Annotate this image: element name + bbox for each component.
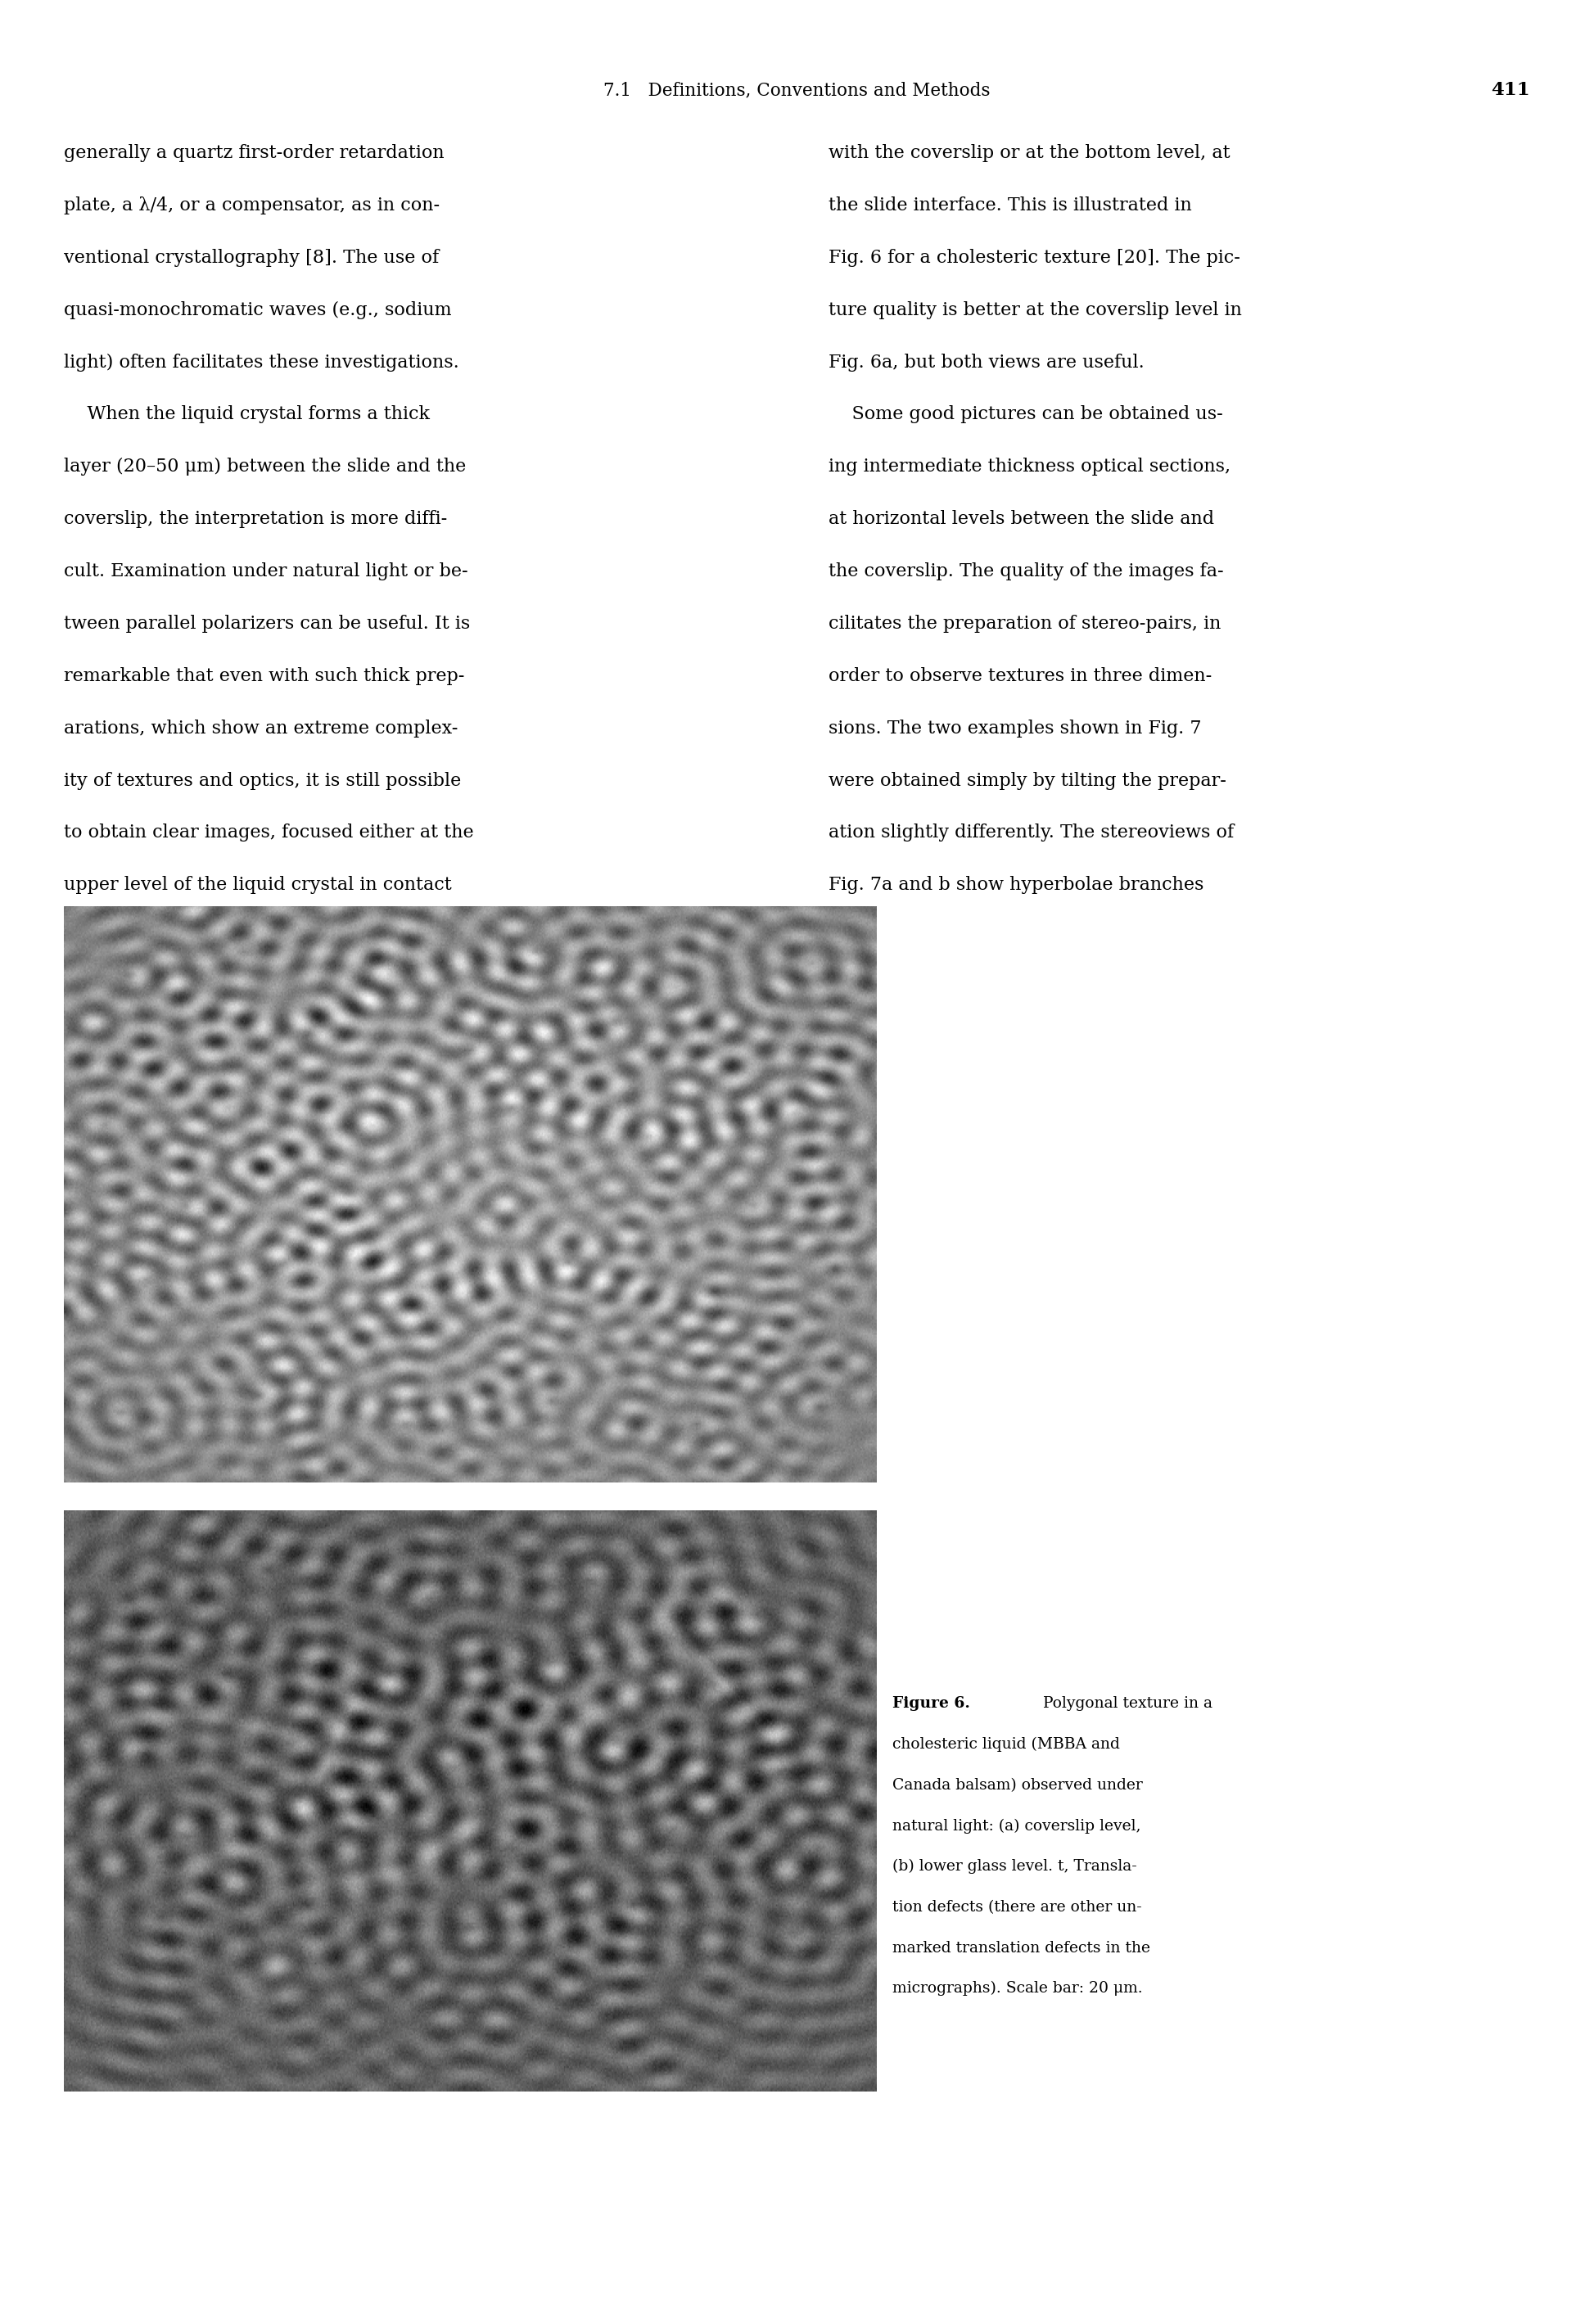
Text: natural light: (a) coverslip level,: natural light: (a) coverslip level,	[893, 1817, 1141, 1834]
Text: quasi-monochromatic waves (e.g., sodium: quasi-monochromatic waves (e.g., sodium	[64, 300, 451, 318]
Text: b: b	[67, 1522, 88, 1550]
Text: sions. The two examples shown in Fig. 7: sions. The two examples shown in Fig. 7	[829, 720, 1202, 737]
Text: ture quality is better at the coverslip level in: ture quality is better at the coverslip …	[829, 300, 1242, 318]
Text: cholesteric liquid (MBBA and: cholesteric liquid (MBBA and	[893, 1736, 1121, 1752]
Text: marked translation defects in the: marked translation defects in the	[893, 1941, 1151, 1954]
Text: the slide interface. This is illustrated in: the slide interface. This is illustrated…	[829, 198, 1192, 214]
Text: arations, which show an extreme complex-: arations, which show an extreme complex-	[64, 720, 457, 737]
Text: 7.1   Definitions, Conventions and Methods: 7.1 Definitions, Conventions and Methods	[604, 81, 990, 100]
Text: ventional crystallography [8]. The use of: ventional crystallography [8]. The use o…	[64, 249, 438, 267]
Text: cult. Examination under natural light or be-: cult. Examination under natural light or…	[64, 562, 469, 581]
Text: t: t	[306, 1013, 316, 1032]
Text: When the liquid crystal forms a thick: When the liquid crystal forms a thick	[64, 404, 430, 423]
Text: t: t	[274, 1257, 284, 1276]
Text: tween parallel polarizers can be useful. It is: tween parallel polarizers can be useful.…	[64, 616, 470, 632]
Text: layer (20–50 μm) between the slide and the: layer (20–50 μm) between the slide and t…	[64, 458, 465, 476]
Text: remarkable that even with such thick prep-: remarkable that even with such thick pre…	[64, 667, 464, 686]
Text: (b) lower glass level. t, Transla-: (b) lower glass level. t, Transla-	[893, 1859, 1137, 1873]
Text: Figure 6.: Figure 6.	[893, 1697, 971, 1710]
Text: the coverslip. The quality of the images fa-: the coverslip. The quality of the images…	[829, 562, 1224, 581]
Text: generally a quartz first-order retardation: generally a quartz first-order retardati…	[64, 144, 445, 163]
Text: at horizontal levels between the slide and: at horizontal levels between the slide a…	[829, 511, 1215, 528]
Text: ation slightly differently. The stereoviews of: ation slightly differently. The stereovi…	[829, 825, 1234, 841]
Text: light) often facilitates these investigations.: light) often facilitates these investiga…	[64, 353, 459, 372]
Text: Fig. 7a and b show hyperbolae branches: Fig. 7a and b show hyperbolae branches	[829, 876, 1203, 895]
Text: micrographs). Scale bar: 20 μm.: micrographs). Scale bar: 20 μm.	[893, 1980, 1143, 1996]
Text: to obtain clear images, focused either at the: to obtain clear images, focused either a…	[64, 825, 473, 841]
Text: were obtained simply by tilting the prepar-: were obtained simply by tilting the prep…	[829, 772, 1227, 790]
Text: Fig. 6a, but both views are useful.: Fig. 6a, but both views are useful.	[829, 353, 1144, 372]
Text: upper level of the liquid crystal in contact: upper level of the liquid crystal in con…	[64, 876, 451, 895]
Text: coverslip, the interpretation is more diffi-: coverslip, the interpretation is more di…	[64, 511, 446, 528]
Text: ity of textures and optics, it is still possible: ity of textures and optics, it is still …	[64, 772, 461, 790]
Text: a: a	[67, 918, 86, 946]
Text: tion defects (there are other un-: tion defects (there are other un-	[893, 1901, 1143, 1915]
Text: Polygonal texture in a: Polygonal texture in a	[1033, 1697, 1211, 1710]
Text: Fig. 6 for a cholesteric texture [20]. The pic-: Fig. 6 for a cholesteric texture [20]. T…	[829, 249, 1240, 267]
Text: order to observe textures in three dimen-: order to observe textures in three dimen…	[829, 667, 1211, 686]
Text: cilitates the preparation of stereo-pairs, in: cilitates the preparation of stereo-pair…	[829, 616, 1221, 632]
Text: plate, a λ/4, or a compensator, as in con-: plate, a λ/4, or a compensator, as in co…	[64, 198, 440, 214]
Text: ing intermediate thickness optical sections,: ing intermediate thickness optical secti…	[829, 458, 1231, 476]
Text: with the coverslip or at the bottom level, at: with the coverslip or at the bottom leve…	[829, 144, 1231, 163]
Text: Canada balsam) observed under: Canada balsam) observed under	[893, 1778, 1143, 1792]
Text: 411: 411	[1492, 81, 1530, 100]
Text: Some good pictures can be obtained us-: Some good pictures can be obtained us-	[829, 404, 1223, 423]
